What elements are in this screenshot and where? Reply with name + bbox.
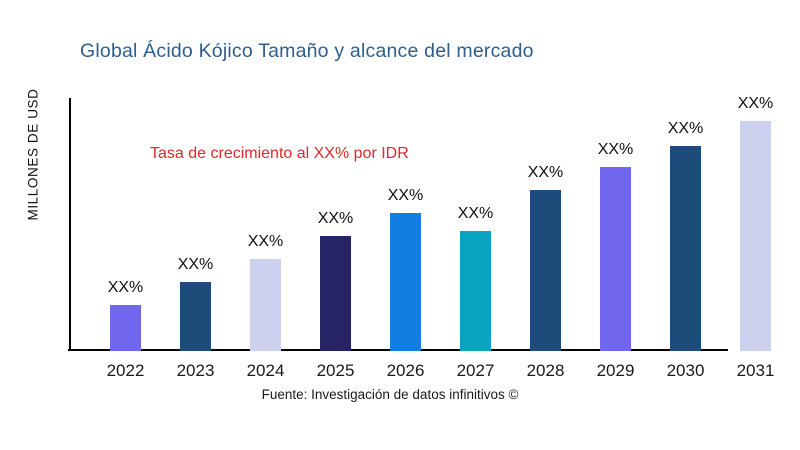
bar-2030 — [670, 146, 701, 351]
bar-2025 — [320, 236, 351, 351]
x-tick-label-2030: 2030 — [666, 361, 705, 380]
bar-value-label-2028: XX% — [527, 164, 564, 181]
chart-title: Global Ácido Kójico Tamaño y alcance del… — [80, 40, 534, 62]
source-caption: Fuente: Investigación de datos infinitiv… — [261, 387, 519, 402]
bar-2031 — [740, 121, 771, 351]
bar-value-label-2030: XX% — [667, 120, 704, 137]
bar-value-label-2024: XX% — [247, 233, 284, 250]
x-tick-label-2031: 2031 — [736, 361, 775, 380]
growth-rate-annotation: Tasa de crecimiento al XX% por IDR — [150, 145, 409, 162]
x-tick-label-2024: 2024 — [246, 361, 285, 380]
x-tick-label-2028: 2028 — [526, 361, 565, 380]
bar-2026 — [390, 213, 421, 351]
bar-2028 — [530, 190, 561, 351]
bar-2023 — [180, 282, 211, 351]
bar-value-label-2025: XX% — [317, 210, 354, 227]
bar-value-label-2026: XX% — [387, 187, 424, 204]
bar-value-label-2029: XX% — [597, 141, 634, 158]
bar-value-label-2027: XX% — [457, 205, 494, 222]
x-tick-label-2027: 2027 — [456, 361, 495, 380]
bar-value-label-2023: XX% — [177, 256, 214, 273]
x-tick-label-2025: 2025 — [316, 361, 355, 380]
x-tick-label-2022: 2022 — [106, 361, 145, 380]
y-axis-label: MILLONES DE USD — [25, 88, 41, 221]
x-tick-label-2023: 2023 — [176, 361, 215, 380]
bar-2022 — [110, 305, 141, 351]
y-axis-line — [69, 98, 71, 351]
bar-value-label-2031: XX% — [737, 95, 774, 112]
x-tick-label-2029: 2029 — [596, 361, 635, 380]
bar-value-label-2022: XX% — [107, 279, 144, 296]
bar-2029 — [600, 167, 631, 351]
bar-2024 — [250, 259, 281, 351]
x-tick-label-2026: 2026 — [386, 361, 425, 380]
bar-2027 — [460, 231, 491, 351]
